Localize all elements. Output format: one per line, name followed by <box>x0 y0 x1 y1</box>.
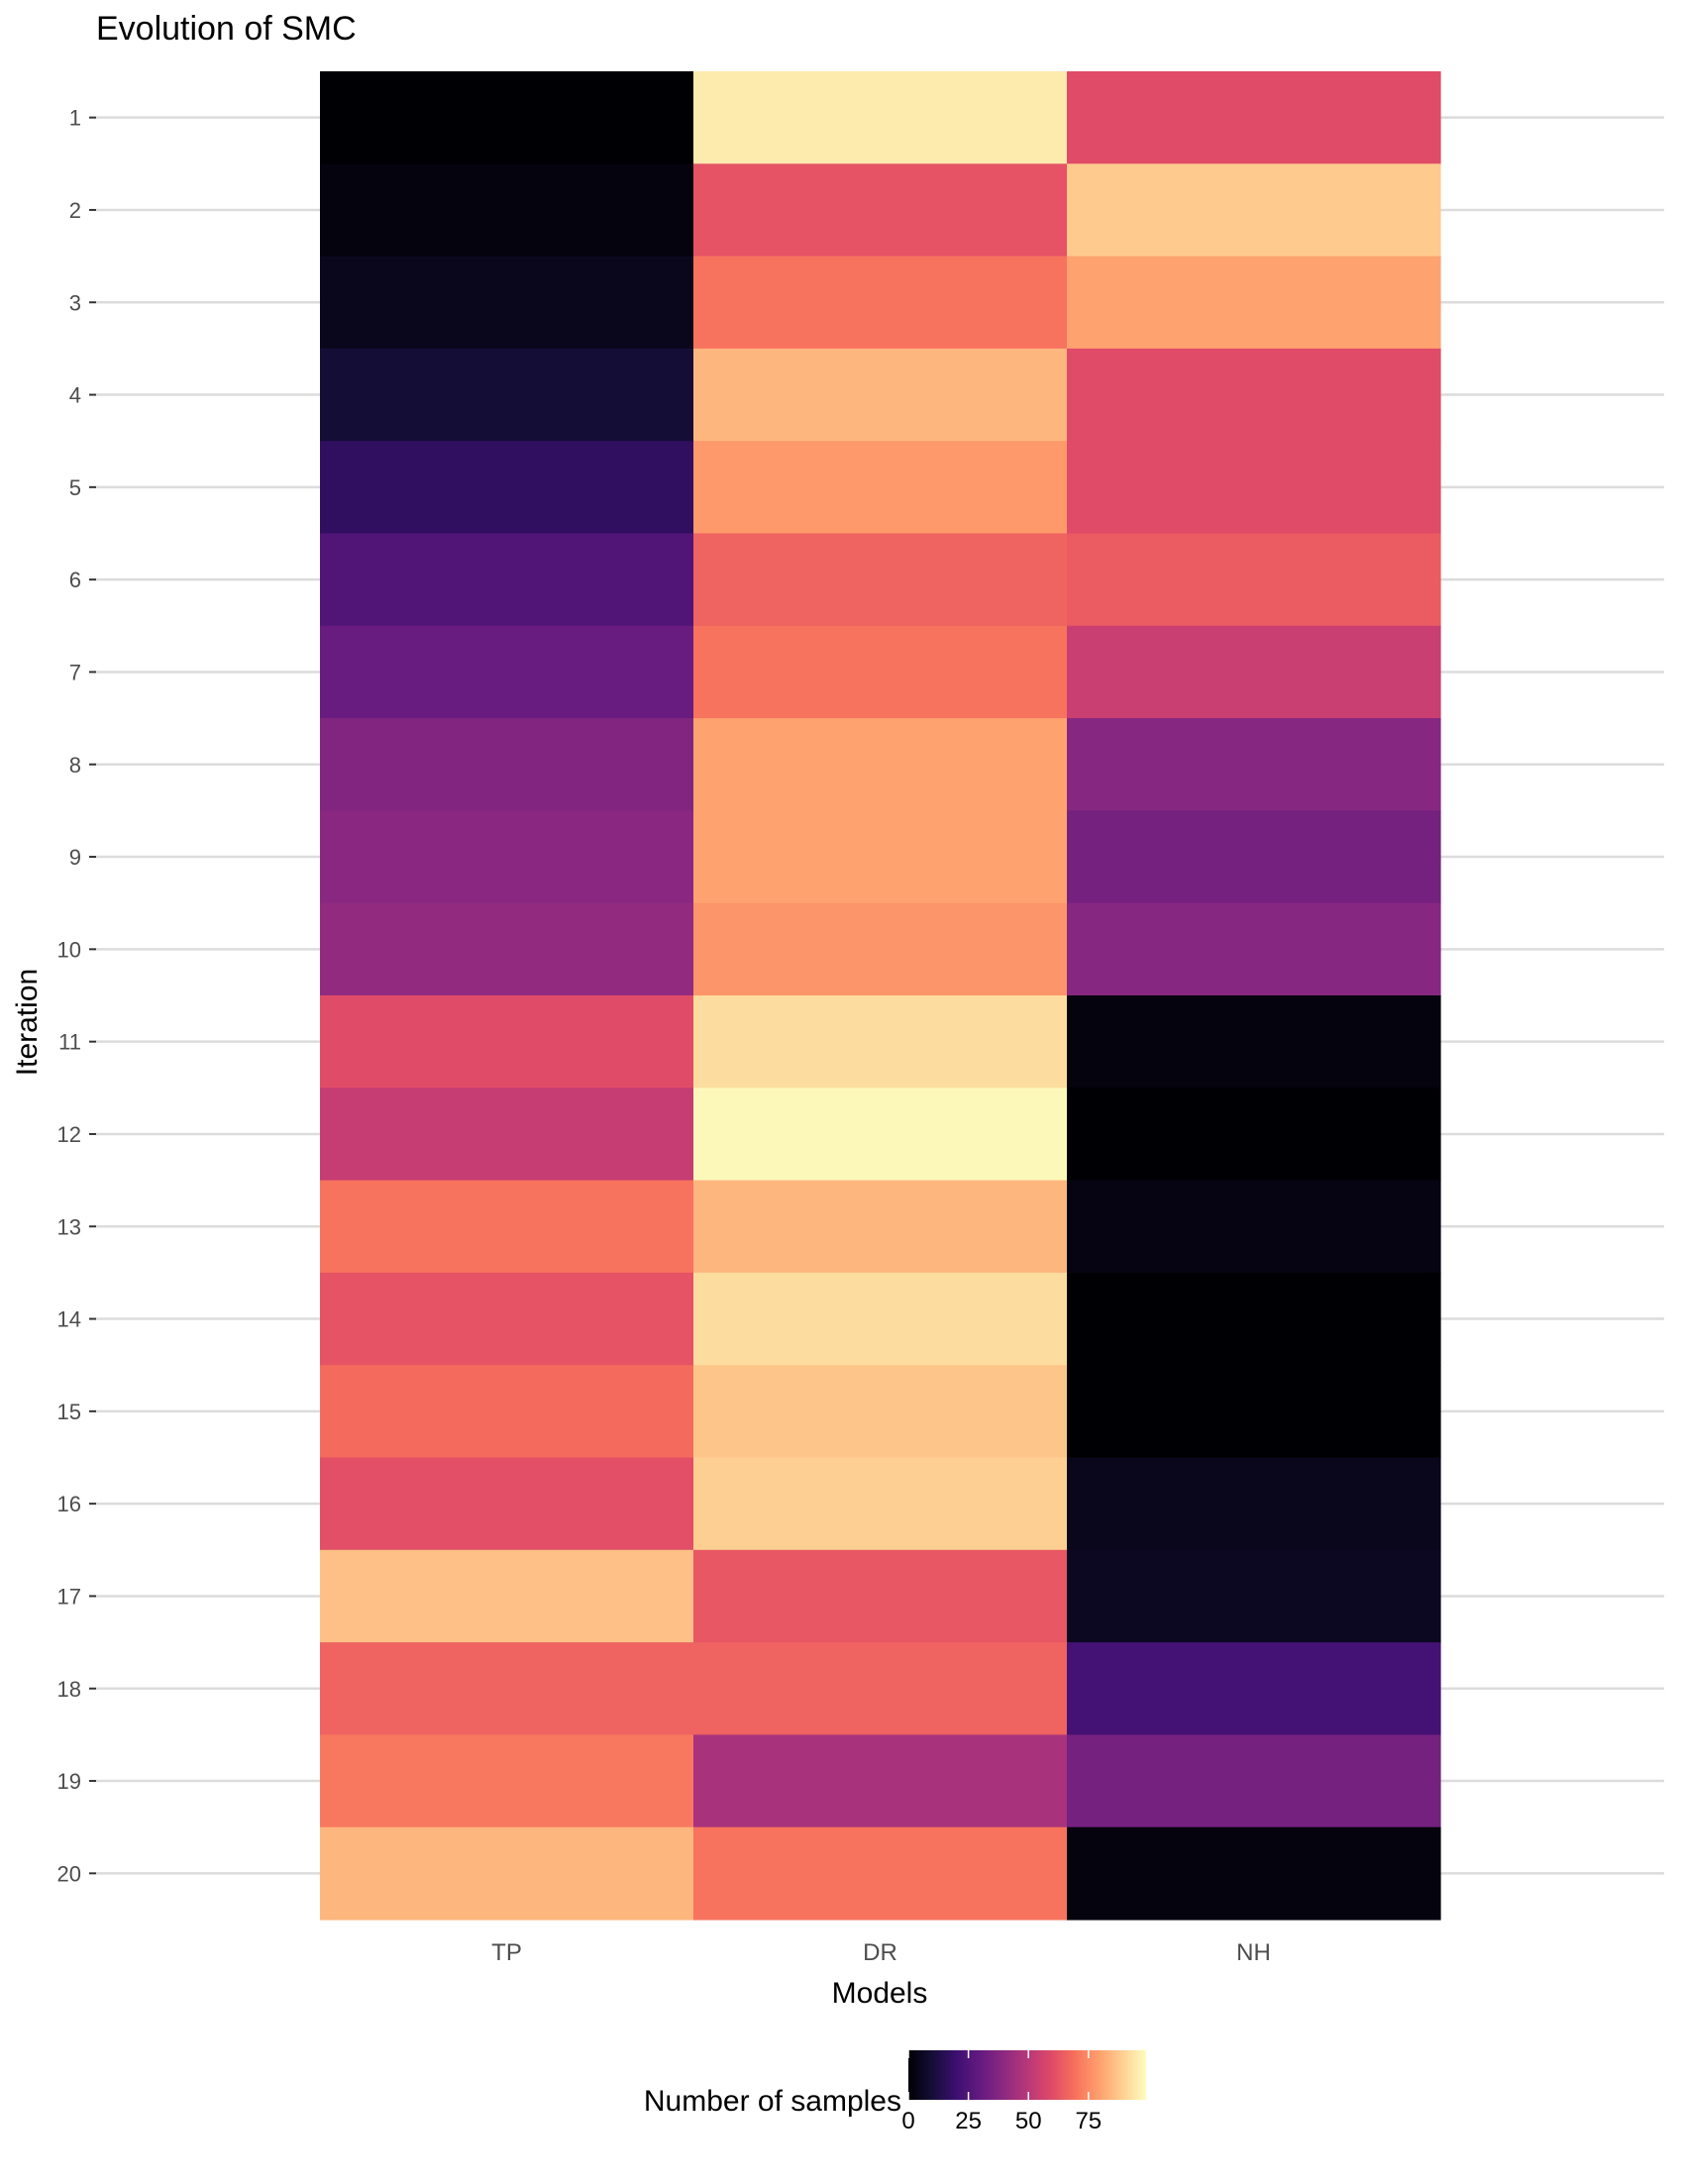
legend-colorbar <box>908 2050 1146 2100</box>
y-tick-label: 6 <box>69 568 81 592</box>
heatmap-cell <box>320 1088 694 1182</box>
heatmap-cell <box>1067 902 1441 996</box>
y-tick-label: 12 <box>57 1122 81 1147</box>
legend-tick-label: 75 <box>1075 2108 1102 2134</box>
heatmap-cell <box>1067 810 1441 904</box>
heatmap-cell <box>320 1272 694 1366</box>
heatmap-cell <box>320 348 694 442</box>
heatmap-cell <box>320 902 694 996</box>
heatmap-cell <box>320 71 694 164</box>
heatmap-cell <box>693 71 1068 164</box>
heatmap-cell <box>320 441 694 535</box>
heatmap-cell <box>693 1549 1068 1643</box>
y-tick-label: 16 <box>57 1492 81 1516</box>
y-tick-label: 8 <box>69 753 81 778</box>
y-tick-label: 20 <box>57 1861 81 1886</box>
color-legend: Number of samples 0 25 50 75 <box>644 2050 1146 2134</box>
heatmap-cell <box>693 1457 1068 1551</box>
heatmap-cell <box>693 1180 1068 1274</box>
x-axis: TP DR NH <box>491 1939 1271 1966</box>
heatmap-cell <box>1067 1365 1441 1459</box>
x-axis-label: Models <box>832 1977 928 2010</box>
heatmap-cell <box>1067 1457 1441 1551</box>
y-tick-label: 18 <box>57 1677 81 1702</box>
heatmap-cell <box>693 441 1068 535</box>
heatmap-cell <box>693 718 1068 811</box>
heatmap-cell <box>693 163 1068 258</box>
y-axis-label: Iteration <box>11 969 44 1076</box>
heatmap-cell <box>320 625 694 719</box>
heatmap-cell <box>1067 1734 1441 1828</box>
y-tick-label: 1 <box>69 106 81 131</box>
heatmap-cell <box>320 1180 694 1274</box>
heatmap-cell <box>693 1088 1068 1182</box>
y-tick-label: 5 <box>69 475 81 500</box>
y-tick-label: 3 <box>69 290 81 315</box>
y-tick-label: 2 <box>69 198 81 223</box>
heatmap-cell <box>1067 1549 1441 1643</box>
heatmap-cell <box>693 1272 1068 1366</box>
heatmap-cell <box>693 256 1068 350</box>
heatmap-cell <box>320 256 694 350</box>
heatmap-cell <box>320 995 694 1089</box>
legend-tick-label: 50 <box>1015 2108 1042 2134</box>
heatmap-cell <box>1067 71 1441 164</box>
heatmap-cell <box>320 1549 694 1643</box>
x-tick-label: NH <box>1236 1939 1271 1966</box>
heatmap-cell <box>320 810 694 904</box>
heatmap-cell <box>320 1642 694 1735</box>
y-tick-label: 15 <box>57 1400 81 1424</box>
heatmap-cell <box>1067 995 1441 1089</box>
heatmap-cell <box>320 1457 694 1551</box>
heatmap-cell <box>1067 1180 1441 1274</box>
heatmap-cell <box>320 1826 694 1921</box>
y-tick-label: 7 <box>69 660 81 684</box>
heatmap-cell <box>693 1734 1068 1828</box>
heatmap-cell <box>320 533 694 627</box>
y-tick-label: 13 <box>57 1214 81 1239</box>
x-tick-label: DR <box>863 1939 897 1966</box>
x-tick-label: TP <box>491 1939 522 1966</box>
heatmap-cell <box>1067 163 1441 258</box>
heatmap-cell <box>693 533 1068 627</box>
y-tick-label: 14 <box>57 1307 81 1332</box>
heatmap-cell <box>1067 441 1441 535</box>
heatmap-cell <box>693 995 1068 1089</box>
y-tick-label: 4 <box>69 383 81 408</box>
heatmap-cells <box>320 71 1441 1921</box>
y-tick-label: 9 <box>69 845 81 870</box>
heatmap-cell <box>320 1734 694 1828</box>
legend-tick-label: 25 <box>955 2108 982 2134</box>
y-tick-label: 10 <box>57 937 81 962</box>
heatmap-cell <box>693 810 1068 904</box>
legend-title: Number of samples <box>644 2085 901 2118</box>
chart-title: Evolution of SMC <box>96 10 357 48</box>
heatmap-cell <box>320 718 694 811</box>
heatmap-cell <box>693 902 1068 996</box>
heatmap-cell <box>1067 348 1441 442</box>
heatmap-cell <box>693 1365 1068 1459</box>
legend-tick-label: 0 <box>901 2108 914 2134</box>
heatmap-cell <box>1067 625 1441 719</box>
y-tick-label: 11 <box>58 1030 81 1055</box>
heatmap-cell <box>1067 1088 1441 1182</box>
heatmap-cell <box>1067 533 1441 627</box>
heatmap-cell <box>1067 718 1441 811</box>
heatmap-cell <box>1067 1642 1441 1735</box>
heatmap-cell <box>693 348 1068 442</box>
y-tick-label: 17 <box>57 1584 81 1609</box>
heatmap-cell <box>693 1826 1068 1921</box>
y-tick-label: 19 <box>57 1769 81 1794</box>
heatmap-cell <box>320 163 694 258</box>
heatmap-cell <box>1067 1826 1441 1921</box>
heatmap-cell <box>693 625 1068 719</box>
heatmap-cell <box>320 1365 694 1459</box>
heatmap-cell <box>1067 1272 1441 1366</box>
heatmap-cell <box>693 1642 1068 1735</box>
heatmap-cell <box>1067 256 1441 350</box>
